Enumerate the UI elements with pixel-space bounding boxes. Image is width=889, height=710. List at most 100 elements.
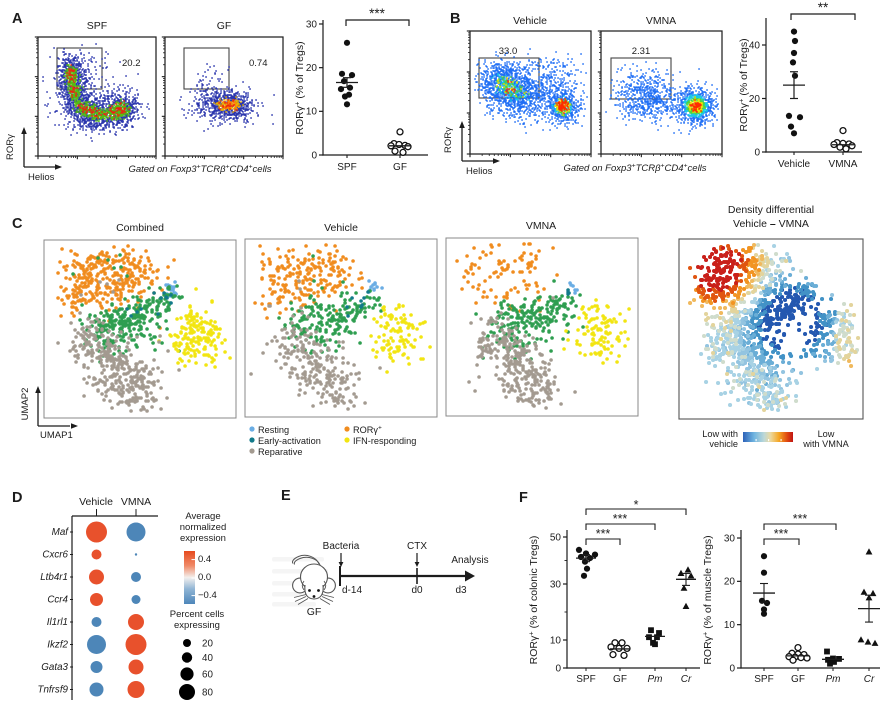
svg-text:F: F (519, 490, 528, 506)
svg-text:expression: expression (180, 533, 226, 544)
svg-text:***: *** (596, 527, 611, 541)
svg-text:Density differential: Density differential (728, 204, 814, 216)
svg-text:0: 0 (555, 663, 561, 674)
svg-text:UMAP2: UMAP2 (20, 388, 31, 421)
svg-text:60: 60 (202, 669, 213, 680)
svg-text:Resting: Resting (258, 425, 289, 435)
svg-text:50: 50 (550, 532, 562, 543)
svg-text:VMNA: VMNA (121, 496, 151, 508)
svg-text:Vehicle: Vehicle (324, 222, 358, 234)
svg-text:d3: d3 (455, 585, 467, 596)
svg-text:Low with: Low with (702, 429, 738, 439)
svg-text:IFN-responding: IFN-responding (353, 436, 416, 446)
svg-text:Il1rl1: Il1rl1 (47, 617, 68, 628)
svg-text:A: A (12, 11, 23, 27)
svg-text:40: 40 (202, 653, 213, 664)
svg-text:Average: Average (185, 511, 220, 522)
svg-text:Ltb4r1: Ltb4r1 (40, 572, 68, 583)
svg-text:20: 20 (306, 63, 318, 74)
svg-text:***: *** (774, 527, 789, 541)
svg-text:RORγ+ (% of Tregs): RORγ+ (% of Tregs) (737, 38, 751, 131)
svg-text:Helios: Helios (28, 172, 55, 183)
svg-text:Cr: Cr (864, 674, 875, 685)
svg-text:***: *** (793, 512, 808, 526)
svg-text:***: *** (369, 6, 386, 21)
svg-text:Cr: Cr (681, 674, 692, 685)
svg-text:VMNA: VMNA (526, 220, 556, 232)
svg-text:30: 30 (550, 579, 562, 590)
svg-text:B: B (450, 11, 460, 27)
svg-text:C: C (12, 216, 23, 232)
svg-text:Tnfrsf9: Tnfrsf9 (38, 685, 69, 696)
svg-text:0.4: 0.4 (198, 554, 211, 565)
svg-text:30: 30 (306, 19, 318, 30)
svg-text:Cxcr6: Cxcr6 (42, 550, 68, 561)
svg-text:Gated on Foxp3+TCRβ+CD4+cells: Gated on Foxp3+TCRβ+CD4+cells (128, 164, 271, 176)
svg-text:20: 20 (749, 94, 761, 105)
svg-text:CTX: CTX (407, 541, 427, 552)
svg-text:VMNA: VMNA (646, 15, 676, 27)
svg-text:Pm: Pm (826, 674, 841, 685)
svg-text:GF: GF (307, 606, 322, 618)
svg-text:Maf: Maf (52, 527, 70, 538)
svg-text:Gata3: Gata3 (41, 662, 68, 673)
svg-text:Helios: Helios (466, 166, 493, 177)
svg-text:d-14: d-14 (342, 585, 362, 596)
svg-text:33.0: 33.0 (499, 46, 518, 57)
svg-text:GF: GF (613, 674, 627, 685)
svg-text:20: 20 (202, 638, 213, 649)
svg-text:VMNA: VMNA (829, 159, 858, 170)
svg-text:D: D (12, 490, 22, 506)
svg-text:RORγ: RORγ (443, 127, 454, 153)
svg-text:vehicle: vehicle (709, 439, 738, 449)
svg-text:Low: Low (818, 429, 835, 439)
svg-text:SPF: SPF (87, 20, 107, 32)
svg-text:GF: GF (217, 20, 232, 32)
svg-text:30: 30 (724, 533, 736, 544)
svg-text:−0.4: −0.4 (198, 590, 217, 601)
svg-text:Ccr4: Ccr4 (47, 595, 68, 606)
svg-text:RORγ+ (% of colonic Tregs): RORγ+ (% of colonic Tregs) (527, 536, 541, 665)
svg-text:Ikzf2: Ikzf2 (47, 640, 68, 651)
svg-text:with VMNA: with VMNA (802, 439, 849, 449)
svg-text:SPF: SPF (754, 674, 773, 685)
svg-text:Gated on Foxp3+TCRβ+CD4+cells: Gated on Foxp3+TCRβ+CD4+cells (563, 163, 706, 175)
svg-text:RORγ+: RORγ+ (353, 425, 382, 436)
svg-text:Pm: Pm (648, 674, 663, 685)
svg-text:10: 10 (724, 620, 736, 631)
svg-text:10: 10 (550, 635, 562, 646)
svg-text:80: 80 (202, 687, 213, 698)
svg-text:SPF: SPF (576, 674, 595, 685)
svg-text:RORγ+ (% of Tregs): RORγ+ (% of Tregs) (293, 41, 307, 134)
svg-text:RORγ: RORγ (5, 134, 16, 160)
svg-text:Bacteria: Bacteria (323, 541, 360, 552)
svg-text:normalized: normalized (180, 522, 226, 533)
svg-text:**: ** (818, 0, 829, 15)
svg-text:Early-activation: Early-activation (258, 436, 321, 446)
svg-text:0.0: 0.0 (198, 572, 211, 583)
svg-text:Percent cells: Percent cells (170, 609, 225, 620)
svg-text:UMAP1: UMAP1 (40, 430, 73, 441)
svg-text:20: 20 (724, 577, 736, 588)
svg-text:Analysis: Analysis (451, 555, 488, 566)
svg-text:0.74: 0.74 (249, 58, 268, 69)
svg-text:expressing: expressing (174, 620, 220, 631)
svg-text:***: *** (613, 512, 628, 526)
svg-text:0: 0 (754, 147, 760, 158)
svg-text:E: E (281, 488, 291, 504)
svg-text:RORγ+ (% of muscle Tregs): RORγ+ (% of muscle Tregs) (701, 535, 715, 664)
svg-text:0: 0 (729, 663, 735, 674)
svg-text:20.2: 20.2 (122, 58, 141, 69)
svg-text:GF: GF (791, 674, 805, 685)
svg-text:GF: GF (393, 162, 407, 173)
svg-text:10: 10 (306, 107, 318, 118)
svg-text:0: 0 (311, 150, 317, 161)
svg-text:40: 40 (749, 40, 761, 51)
svg-text:d0: d0 (411, 585, 423, 596)
svg-text:SPF: SPF (337, 162, 356, 173)
svg-text:Vehicle – VMNA: Vehicle – VMNA (733, 218, 809, 230)
svg-text:*: * (634, 498, 639, 512)
svg-text:Vehicle: Vehicle (778, 159, 811, 170)
svg-text:Vehicle: Vehicle (513, 15, 547, 27)
svg-text:Combined: Combined (116, 222, 164, 234)
